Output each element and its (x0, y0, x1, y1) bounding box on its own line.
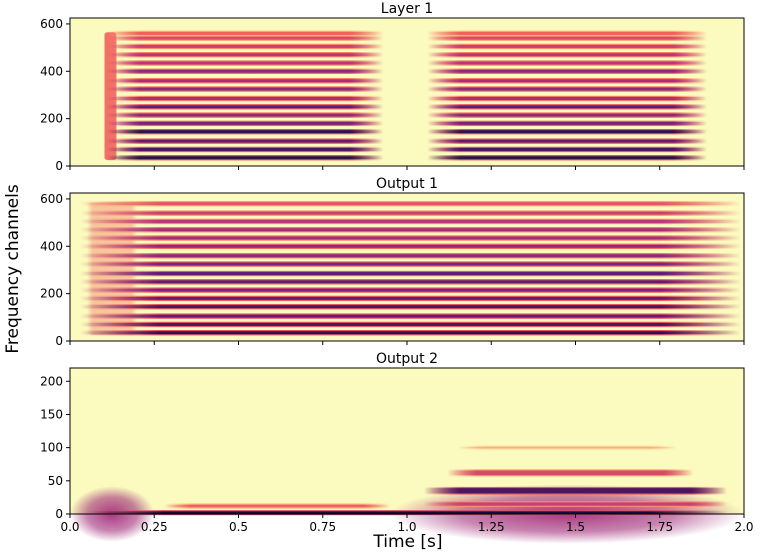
band (80, 228, 741, 232)
plot-area (80, 200, 741, 336)
x-tick-label: 1.25 (478, 520, 505, 534)
band (107, 121, 384, 125)
y-tick-label: 400 (40, 239, 63, 253)
band (80, 244, 741, 248)
band (427, 105, 707, 109)
band (447, 470, 694, 476)
y-tick-label: 0 (55, 507, 63, 521)
x-tick-label: 1.5 (566, 520, 585, 534)
band (80, 305, 741, 309)
y-tick-label: 150 (40, 407, 63, 421)
panel-title: Output 1 (376, 176, 438, 192)
y-tick-label: 0 (55, 334, 63, 348)
band (80, 314, 741, 318)
band (427, 139, 707, 143)
band (427, 79, 707, 83)
x-tick-label: 0.5 (229, 520, 248, 534)
band (107, 36, 384, 40)
y-tick-label: 200 (40, 374, 63, 388)
x-tick-label: 2.0 (734, 520, 753, 534)
band (107, 53, 384, 57)
band (427, 53, 707, 57)
band (427, 147, 707, 151)
band (423, 502, 728, 506)
band (80, 211, 741, 215)
x-tick-label: 0.75 (309, 520, 336, 534)
band (80, 322, 741, 326)
band (107, 147, 384, 151)
band (107, 113, 384, 117)
y-tick-label: 600 (40, 17, 63, 31)
band (427, 44, 707, 48)
band (107, 69, 384, 73)
panel-2: Output 1 0 200 400 600 (40, 176, 745, 348)
band (80, 262, 741, 266)
band (80, 202, 741, 206)
band (427, 121, 707, 125)
band (80, 331, 741, 335)
band (80, 296, 741, 300)
y-axis-label: Frequency channels (3, 184, 23, 353)
band (107, 31, 384, 35)
x-tick-label: 0.0 (60, 520, 79, 534)
band (107, 61, 384, 65)
band (80, 288, 741, 292)
panel-1: Layer 1 0 200 400 600 (40, 1, 745, 173)
y-tick-label: 400 (40, 64, 63, 78)
band (107, 130, 384, 134)
band (107, 44, 384, 48)
x-tick-label: 1.0 (397, 520, 416, 534)
panel-3: Output 2 0 50 100 150 200 0.0 0.25 0.5 0.75 1.0 1.2… (40, 351, 754, 544)
y-tick-label: 200 (40, 112, 63, 126)
panel-title: Layer 1 (381, 1, 433, 17)
x-axis-label: Time [s] (372, 532, 442, 552)
y-tick-label: 50 (48, 474, 63, 488)
band (423, 488, 728, 494)
band (107, 79, 384, 83)
band (107, 87, 384, 91)
band (457, 446, 677, 449)
panel-title: Output 2 (376, 351, 438, 367)
band (427, 156, 707, 160)
band (427, 31, 707, 35)
band (107, 139, 384, 143)
band (107, 105, 384, 109)
y-tick-label: 600 (40, 192, 63, 206)
y-tick-label: 0 (55, 159, 63, 173)
band (80, 280, 741, 284)
band (86, 511, 728, 514)
band (107, 156, 384, 160)
y-tick-label: 100 (40, 441, 63, 455)
band (427, 130, 707, 134)
x-tick-label: 0.25 (141, 520, 168, 534)
band (427, 87, 707, 91)
band (80, 236, 741, 240)
band (80, 272, 741, 276)
band (164, 504, 391, 508)
band (427, 61, 707, 65)
y-tick-label: 200 (40, 287, 63, 301)
band (107, 97, 384, 101)
band (427, 36, 707, 40)
plot-area (103, 30, 707, 161)
band (80, 254, 741, 258)
band (427, 113, 707, 117)
band (80, 219, 741, 223)
band (427, 69, 707, 73)
x-tick-label: 1.75 (646, 520, 673, 534)
band (427, 97, 707, 101)
